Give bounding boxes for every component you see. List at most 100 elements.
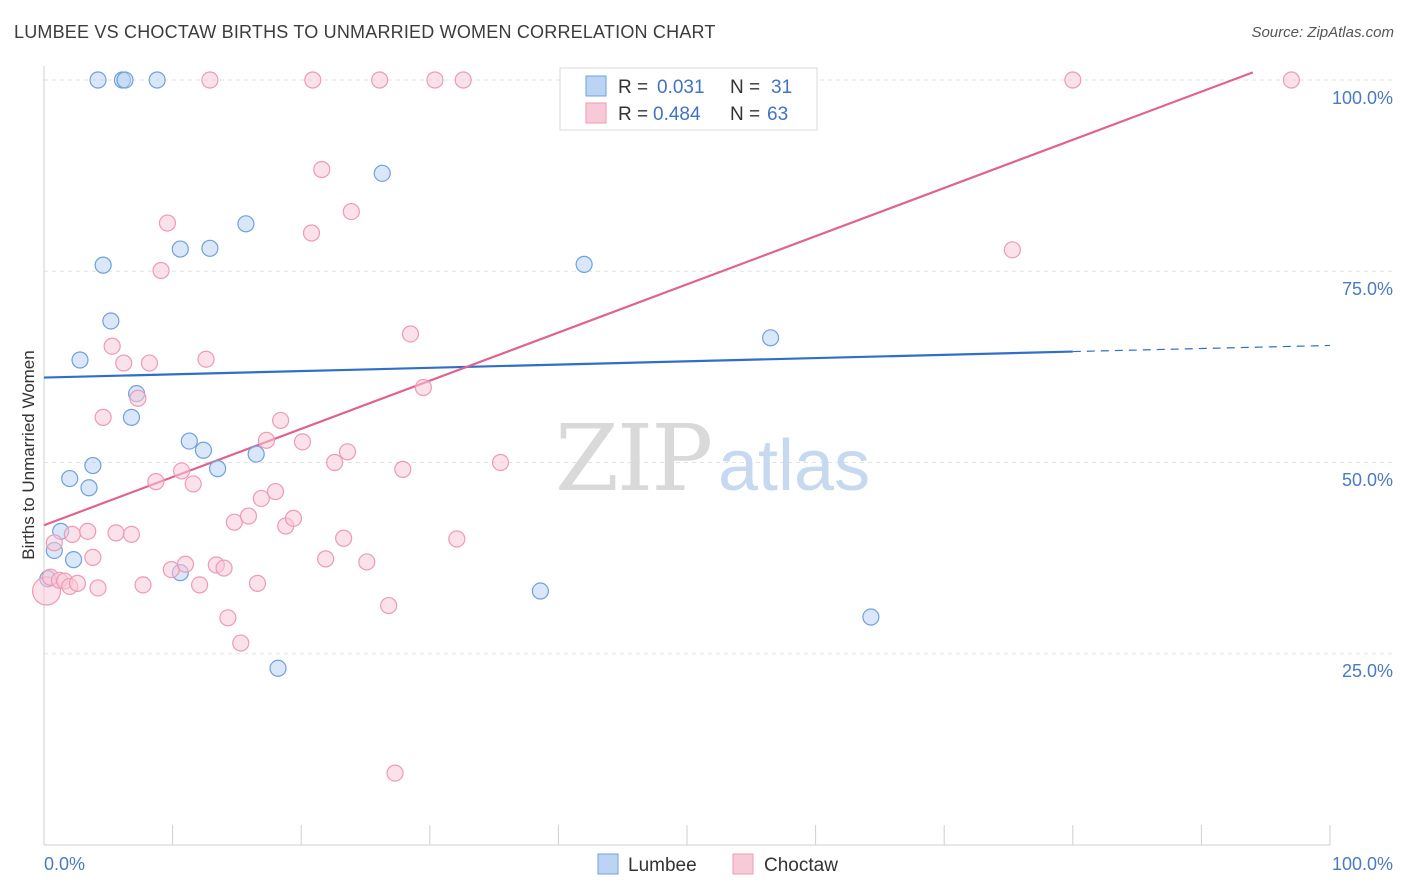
data-point-choctaw bbox=[173, 462, 191, 480]
data-point-choctaw bbox=[284, 509, 303, 527]
data-point-choctaw bbox=[358, 553, 376, 571]
legend-r-label-choctaw: R = bbox=[618, 104, 648, 125]
legend-n-value-lumbee: 31 bbox=[771, 77, 792, 98]
trend-line-lumbee bbox=[43, 350, 1073, 379]
data-point-choctaw bbox=[293, 433, 312, 451]
legend-r-label-lumbee: R = bbox=[618, 77, 648, 98]
x-tick-label-left: 0.0% bbox=[44, 854, 85, 874]
data-point-lumbee bbox=[247, 445, 265, 463]
data-point-choctaw bbox=[248, 574, 267, 592]
data-point-choctaw bbox=[63, 525, 81, 544]
data-point-choctaw bbox=[115, 354, 133, 372]
y-tick-label-50: 50.0% bbox=[1342, 470, 1393, 490]
y-axis-label: Births to Unmarried Women bbox=[19, 350, 38, 559]
data-point-lumbee bbox=[122, 408, 141, 426]
data-point-choctaw bbox=[454, 71, 472, 89]
data-point-lumbee bbox=[269, 659, 287, 677]
data-point-choctaw bbox=[84, 548, 102, 566]
data-point-choctaw bbox=[197, 350, 215, 368]
data-point-choctaw bbox=[176, 555, 195, 573]
x-tick-label-right: 100.0% bbox=[1332, 854, 1393, 874]
data-point-choctaw bbox=[184, 475, 202, 493]
bottom-legend: Lumbee Choctaw bbox=[597, 853, 838, 876]
gridlines bbox=[44, 79, 1392, 655]
data-point-choctaw bbox=[219, 609, 237, 627]
bottom-legend-swatch-choctaw bbox=[732, 853, 754, 875]
data-point-choctaw bbox=[272, 411, 290, 430]
data-point-lumbee bbox=[575, 255, 593, 273]
data-point-choctaw bbox=[401, 325, 420, 343]
data-point-lumbee bbox=[102, 312, 120, 330]
data-point-choctaw bbox=[1064, 71, 1082, 89]
data-point-choctaw bbox=[394, 460, 412, 478]
data-point-choctaw bbox=[140, 354, 159, 372]
data-point-choctaw bbox=[335, 529, 353, 547]
axes bbox=[43, 66, 1331, 846]
data-point-choctaw bbox=[317, 550, 335, 568]
data-point-lumbee bbox=[84, 456, 102, 475]
data-point-choctaw bbox=[232, 634, 250, 652]
data-point-choctaw bbox=[201, 71, 219, 89]
data-point-choctaw bbox=[448, 530, 466, 548]
trend-line-lumbee-extension bbox=[1072, 344, 1331, 353]
data-point-choctaw bbox=[129, 389, 147, 407]
bottom-legend-label-choctaw: Choctaw bbox=[764, 855, 838, 876]
legend-swatch-choctaw bbox=[585, 102, 607, 124]
data-point-choctaw bbox=[68, 574, 87, 592]
data-point-choctaw bbox=[386, 764, 404, 782]
data-point-choctaw bbox=[191, 576, 209, 594]
data-point-lumbee bbox=[64, 551, 83, 569]
data-point-choctaw bbox=[371, 71, 389, 89]
data-point-lumbee bbox=[116, 71, 134, 89]
data-point-choctaw bbox=[338, 443, 357, 461]
watermark-zip: ZIP bbox=[555, 405, 711, 512]
data-point-choctaw bbox=[89, 579, 107, 597]
data-point-lumbee bbox=[61, 469, 79, 488]
data-point-choctaw bbox=[1282, 71, 1301, 89]
y-tick-label-75: 75.0% bbox=[1342, 279, 1393, 299]
data-point-choctaw bbox=[1003, 241, 1021, 259]
data-point-lumbee bbox=[373, 164, 391, 182]
data-point-lumbee bbox=[80, 479, 98, 497]
data-point-lumbee bbox=[209, 460, 227, 478]
legend-n-value-choctaw: 63 bbox=[767, 104, 788, 125]
data-point-choctaw bbox=[257, 431, 276, 449]
data-point-choctaw bbox=[426, 71, 444, 89]
legend-n-label-lumbee: N = bbox=[730, 77, 760, 98]
data-point-choctaw bbox=[79, 522, 97, 540]
data-point-choctaw bbox=[107, 524, 125, 542]
data-point-lumbee bbox=[71, 351, 89, 369]
data-point-choctaw bbox=[304, 71, 322, 89]
data-point-lumbee bbox=[94, 256, 112, 274]
data-point-lumbee bbox=[237, 215, 255, 233]
watermark-atlas: atlas bbox=[718, 426, 870, 506]
data-point-choctaw bbox=[266, 482, 285, 501]
data-point-lumbee bbox=[761, 329, 780, 347]
data-point-lumbee bbox=[171, 240, 189, 258]
data-points bbox=[31, 71, 1301, 782]
trend-line-choctaw bbox=[43, 71, 1254, 527]
data-point-choctaw bbox=[326, 453, 344, 472]
legend-r-value-lumbee: 0.031 bbox=[657, 77, 705, 98]
data-point-choctaw bbox=[239, 507, 258, 525]
data-point-choctaw bbox=[380, 596, 398, 615]
data-point-choctaw bbox=[134, 576, 152, 594]
watermark: ZIP atlas bbox=[555, 405, 870, 512]
data-point-lumbee bbox=[862, 608, 880, 626]
data-point-choctaw bbox=[158, 214, 177, 232]
data-point-choctaw bbox=[313, 160, 331, 179]
chart-title: LUMBEE VS CHOCTAW BIRTHS TO UNMARRIED WO… bbox=[14, 22, 716, 42]
data-point-choctaw bbox=[225, 513, 243, 531]
bottom-legend-label-lumbee: Lumbee bbox=[628, 855, 697, 876]
legend-swatch-lumbee bbox=[585, 75, 607, 97]
y-tick-label-25: 25.0% bbox=[1342, 661, 1393, 681]
legend-box: R = 0.031 N = 31 R = 0.484 N = 63 bbox=[559, 67, 818, 131]
data-point-lumbee bbox=[531, 582, 549, 600]
trend-lines bbox=[43, 71, 1331, 527]
data-point-choctaw bbox=[215, 559, 233, 577]
data-point-lumbee bbox=[201, 239, 219, 257]
data-point-choctaw bbox=[45, 534, 63, 552]
data-point-choctaw bbox=[342, 202, 360, 221]
bottom-legend-swatch-lumbee bbox=[597, 853, 619, 875]
